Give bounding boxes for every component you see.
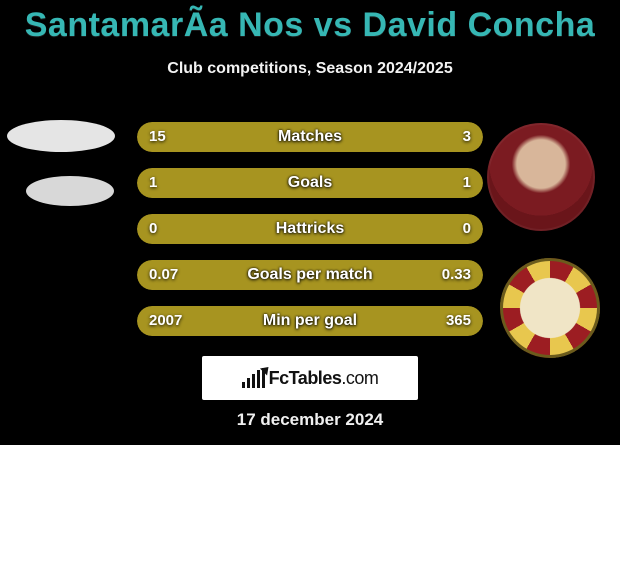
- stat-bar-right: [217, 306, 483, 336]
- team-left-logo-placeholder: [26, 176, 114, 206]
- logo-text: FcTables.com: [269, 368, 379, 389]
- infographic-card: SantamarÃ­a Nos vs David Concha Club com…: [0, 0, 620, 445]
- stat-bar-right: [310, 214, 483, 244]
- stat-bar-right: [199, 260, 483, 290]
- stat-row: 11Goals: [137, 168, 483, 198]
- player-left-avatar-placeholder: [7, 120, 115, 152]
- stat-rows: 153Matches 11Goals 00Hattricks 0.070.33Goal…: [137, 122, 483, 352]
- subtitle: Club competitions, Season 2024/2025: [0, 60, 620, 78]
- stat-row: 153Matches: [137, 122, 483, 152]
- page-title: SantamarÃ­a Nos vs David Concha: [0, 6, 620, 45]
- stat-bar-right: [407, 122, 483, 152]
- player-right-avatar: [487, 123, 595, 231]
- date-text: 17 december 2024: [0, 410, 620, 430]
- logo-bars-icon: [242, 368, 265, 388]
- stat-bar-left: [137, 260, 199, 290]
- stat-bar-left: [137, 168, 310, 198]
- stat-row: 00Hattricks: [137, 214, 483, 244]
- stat-bar-right: [310, 168, 483, 198]
- team-right-logo: [500, 258, 600, 358]
- stat-bar-left: [137, 122, 407, 152]
- fctables-logo: FcTables.com: [202, 356, 418, 400]
- stat-bar-left: [137, 214, 310, 244]
- stat-bar-left: [137, 306, 217, 336]
- stat-row: 2007365Min per goal: [137, 306, 483, 336]
- stat-row: 0.070.33Goals per match: [137, 260, 483, 290]
